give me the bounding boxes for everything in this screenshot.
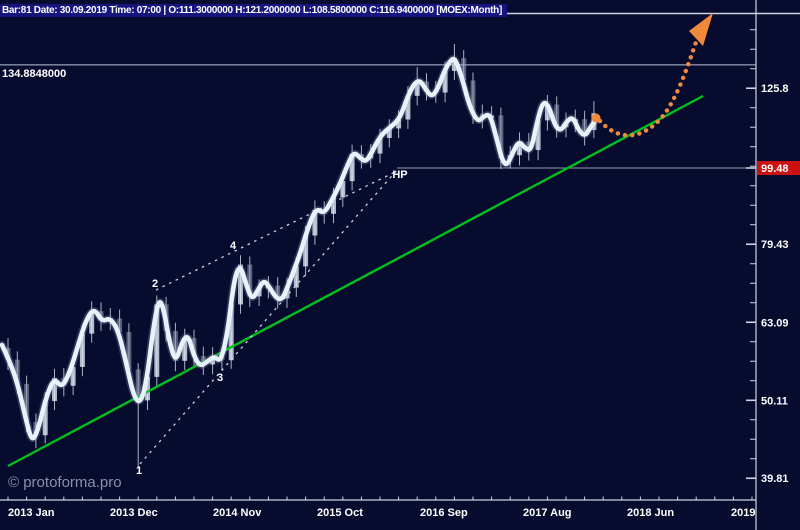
candle-body xyxy=(303,235,309,267)
wave-label-4: 4 xyxy=(230,240,237,252)
wave-labels: 1 2 3 4 HP xyxy=(136,169,408,477)
candle-body xyxy=(247,264,253,297)
candle-body xyxy=(554,104,560,128)
price-axis-label: 99.48 xyxy=(761,163,789,175)
candle-body xyxy=(396,119,402,129)
projection-arrowhead-icon xyxy=(689,13,713,46)
candle-body xyxy=(331,197,336,214)
candle-body xyxy=(126,332,132,370)
ohlc-info-text: Bar:81 Date: 30.09.2019 Time: 07:00 | O:… xyxy=(0,4,508,17)
projection-dotted-curve xyxy=(597,33,701,138)
time-axis-label: 2013 Dec xyxy=(110,507,158,519)
price-line xyxy=(0,55,599,443)
candle-body xyxy=(24,383,30,422)
candle-body xyxy=(405,95,411,120)
candle-body xyxy=(544,104,550,121)
price-axis-label: 79.43 xyxy=(761,239,789,251)
candle-body xyxy=(135,369,141,401)
candle-body xyxy=(275,285,281,299)
time-axis-label: 2017 Aug xyxy=(523,507,572,519)
candle-body xyxy=(377,137,383,154)
candle-body xyxy=(182,338,188,361)
price-axis-label: 63.09 xyxy=(761,317,789,329)
candle-body xyxy=(154,304,160,377)
price-axis-label: 125.8 xyxy=(761,83,789,95)
candle-body xyxy=(470,80,476,114)
time-axis[interactable]: 2013 Jan 2013 Dec 2014 Nov 2015 Oct 2016 Sep… xyxy=(0,496,756,520)
candle-body xyxy=(79,333,85,367)
upper-level-line: 134.8848000 xyxy=(0,64,756,80)
watermark: © protoforma.pro xyxy=(8,474,122,491)
current-price-tag xyxy=(757,161,800,175)
candle-body xyxy=(293,266,299,288)
price-axis[interactable]: 125.8 99.48 79.43 63.09 50.11 39.81 xyxy=(746,0,800,530)
time-axis-label: 2015 Oct xyxy=(317,507,363,519)
candle-body xyxy=(498,115,504,159)
candle-body xyxy=(582,119,588,136)
candle-body xyxy=(526,141,532,151)
time-axis-label: 2013 Jan xyxy=(8,507,55,519)
time-axis-label: 2014 Nov xyxy=(213,507,262,519)
price-axis-label: 50.11 xyxy=(761,395,788,407)
candle-body xyxy=(14,359,20,384)
candle-body xyxy=(461,58,467,81)
candle-body xyxy=(52,378,57,402)
wave-channel-dashed xyxy=(139,169,398,465)
candle-body xyxy=(89,311,95,334)
candle-body xyxy=(228,304,234,361)
wave-label-3: 3 xyxy=(217,372,223,384)
candle-body xyxy=(210,356,216,365)
trend-line-green[interactable] xyxy=(7,94,704,468)
projection-start-dot xyxy=(591,113,601,123)
candle-body xyxy=(451,58,457,71)
candle-body xyxy=(200,356,206,365)
candle-body xyxy=(117,318,123,333)
candle-body xyxy=(517,141,522,156)
candle-body xyxy=(340,181,346,198)
upper-level-label: 134.8848000 xyxy=(2,68,66,80)
candle-body xyxy=(238,264,243,305)
time-axis-label: 2016 Sep xyxy=(420,507,468,519)
candle-body xyxy=(535,120,541,151)
candle-body xyxy=(172,330,178,361)
wave-label-2: 2 xyxy=(152,278,158,290)
candle-body xyxy=(386,128,392,138)
candle-body xyxy=(42,401,48,436)
candle-body xyxy=(414,81,420,96)
watermark-text: © protoforma.pro xyxy=(8,474,122,491)
candle-body xyxy=(424,81,429,91)
time-axis-label: 2019 xyxy=(731,507,755,519)
candle-body xyxy=(145,376,150,401)
ohlc-info-bar: Bar:81 Date: 30.09.2019 Time: 07:00 | O:… xyxy=(0,0,800,17)
wave-label-hp: HP xyxy=(392,169,407,181)
price-axis-label: 39.81 xyxy=(761,473,789,485)
wave-label-1: 1 xyxy=(136,465,142,477)
candle-body xyxy=(191,338,197,357)
candle-body xyxy=(442,70,448,93)
candle-body xyxy=(70,366,76,386)
dashed-trend-line xyxy=(155,170,398,291)
candle-body xyxy=(312,209,318,236)
time-axis-label: 2018 Jun xyxy=(627,507,674,519)
projection-arrow[interactable] xyxy=(591,13,714,138)
candle-body xyxy=(349,153,355,182)
